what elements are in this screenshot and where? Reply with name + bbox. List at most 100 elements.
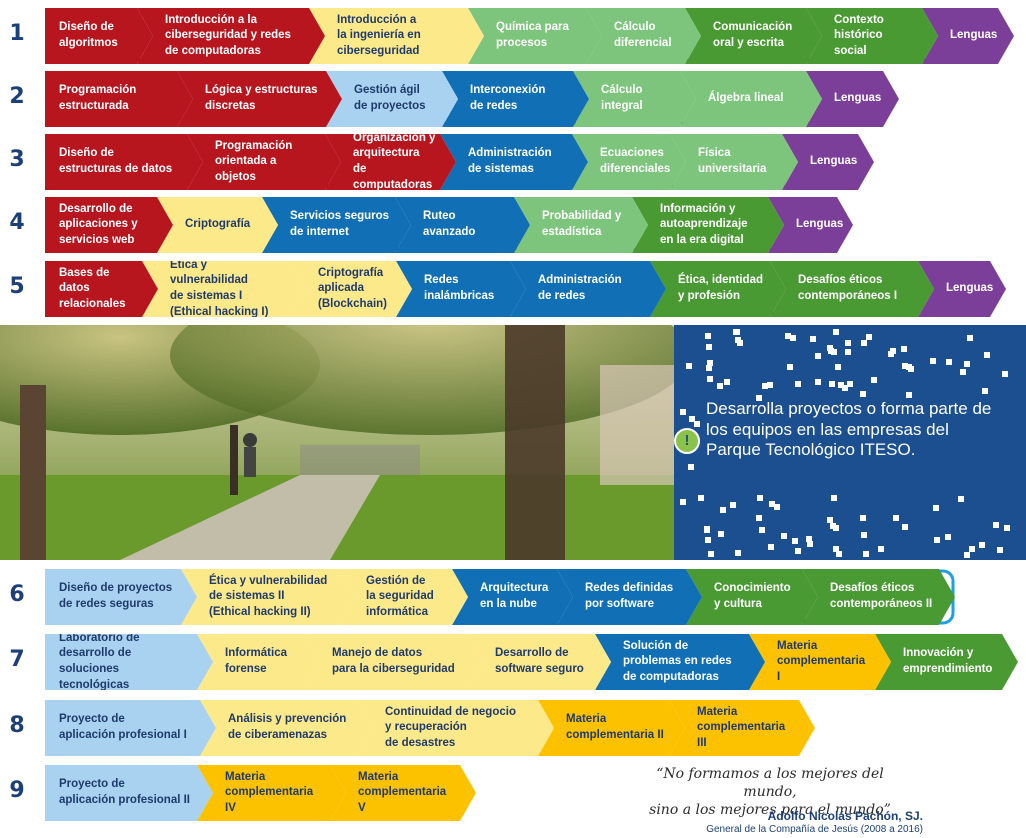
- course-chevron: Desafíos éticos contemporáneos I: [770, 261, 934, 317]
- pattern-dot: [863, 551, 869, 557]
- course-label: Materia complementaria IV: [225, 770, 314, 814]
- pattern-dot: [774, 504, 780, 510]
- pattern-dot: [698, 495, 704, 501]
- course-label: Programación orientada a objetos: [215, 139, 293, 183]
- pattern-dot: [835, 364, 841, 370]
- pattern-dot: [810, 336, 816, 342]
- pattern-dot: [762, 383, 768, 389]
- course-label: Ruteo avanzado: [423, 210, 476, 238]
- course-label: Desafíos éticos contemporáneos I: [798, 274, 898, 302]
- course-chevron: Materia complementaria III: [669, 700, 815, 756]
- semester-number: 6: [9, 582, 25, 607]
- course-label: Lógica y estructuras discretas: [205, 84, 318, 112]
- pattern-dot: [878, 546, 884, 552]
- course-chevron: Administración de redes: [510, 261, 666, 317]
- course-label: Materia complementaria II: [566, 713, 664, 741]
- pattern-dot: [807, 541, 813, 547]
- pattern-dot: [724, 379, 730, 385]
- promo-panel: ! Desarrolla proyectos o forma parte de …: [674, 325, 1026, 560]
- course-label: Gestión ágil de proyectos: [354, 84, 426, 112]
- course-chevron: Materia complementaria IV: [197, 765, 346, 821]
- quote-author-role: General de la Compañía de Jesús (2008 a …: [706, 824, 923, 835]
- course-label: Servicios seguros de internet: [290, 210, 390, 238]
- pattern-dot: [934, 537, 940, 543]
- pattern-dot: [833, 546, 839, 552]
- pattern-dot: [831, 495, 837, 501]
- pattern-dot: [768, 544, 774, 550]
- pattern-dot: [706, 365, 712, 371]
- pattern-dot: [688, 464, 694, 470]
- pattern-dot: [866, 334, 872, 340]
- course-label: Contexto histórico social: [834, 13, 884, 57]
- semester-number: 2: [9, 84, 25, 109]
- course-label: Comunicación oral y escrita: [713, 21, 793, 49]
- pattern-dot: [795, 548, 801, 554]
- course-chevron: Cálculo integral: [573, 71, 696, 127]
- course-chevron: Innovación y emprendimiento: [875, 634, 1018, 690]
- course-chevron: Gestión de la seguridad informática: [338, 569, 468, 625]
- course-chevron: Ética y vulnerabilidad de sistemas I (Et…: [142, 261, 306, 317]
- pattern-dot: [902, 363, 908, 369]
- pattern-dot: [906, 392, 912, 398]
- course-chevron: Laboratorio de desarrollo de soluciones …: [45, 634, 213, 690]
- course-chevron: Continuidad de negocio y recuperación de…: [357, 700, 554, 756]
- pattern-dot: [979, 542, 985, 548]
- course-label: Informática forense: [225, 647, 287, 675]
- course-label: Organización y arquitectura de computado…: [353, 131, 436, 191]
- pattern-dot: [930, 358, 936, 364]
- pattern-dot: [902, 524, 908, 530]
- course-chevron: Bases de datos relacionales: [45, 261, 158, 317]
- course-chevron: Gestión ágil de proyectos: [326, 71, 458, 127]
- course-label: Ética y vulnerabilidad de sistemas I (Et…: [170, 258, 269, 318]
- course-label: Arquitectura en la nube: [480, 582, 549, 610]
- pattern-dot: [960, 369, 966, 375]
- course-chevron: Diseño de estructuras de datos: [45, 134, 203, 190]
- course-chevron: Arquitectura en la nube: [452, 569, 573, 625]
- pattern-dot: [845, 340, 851, 346]
- pattern-dot: [790, 335, 796, 341]
- course-label: Información y autoaprendizaje en la era …: [660, 202, 748, 246]
- pattern-dot: [815, 379, 821, 385]
- course-label: Lenguas: [834, 92, 882, 105]
- course-chevron: Álgebra lineal: [680, 71, 822, 127]
- pattern-dot: [993, 522, 999, 528]
- course-chevron: Manejo de datos para la ciberseguridad: [304, 634, 483, 690]
- pattern-dot: [785, 333, 791, 339]
- pattern-dot: [720, 507, 726, 513]
- pattern-dot: [838, 382, 844, 388]
- course-label: Innovación y emprendimiento: [903, 647, 993, 675]
- pattern-dot: [705, 537, 711, 543]
- course-chevron: Solución de problemas en redes de comput…: [595, 634, 765, 690]
- course-label: Ecuaciones diferenciales: [600, 147, 671, 175]
- pattern-dot: [860, 515, 866, 521]
- course-chevron: Ética, identidad y profesión: [650, 261, 786, 317]
- course-label: Desarrollo de software seguro: [495, 647, 584, 675]
- pattern-dot: [861, 340, 867, 346]
- course-label: Lenguas: [796, 218, 844, 231]
- pattern-dot: [901, 346, 907, 352]
- pattern-dot: [836, 551, 842, 557]
- pattern-dot: [735, 337, 741, 343]
- course-chevron: Información y autoaprendizaje en la era …: [632, 197, 784, 253]
- course-label: Gestión de la seguridad informática: [366, 574, 434, 618]
- course-label: Introducción a la ingeniería en ciberseg…: [337, 13, 421, 57]
- course-chevron: Lógica y estructuras discretas: [177, 71, 342, 127]
- course-chevron: Proyecto de aplicación profesional I: [45, 700, 216, 756]
- pattern-dot: [984, 352, 990, 358]
- pattern-dot: [847, 381, 853, 387]
- pattern-dot: [756, 395, 762, 401]
- pattern-dot: [680, 499, 686, 505]
- course-label: Álgebra lineal: [708, 92, 784, 105]
- pattern-dot: [756, 515, 762, 521]
- semester-number: 1: [9, 21, 25, 46]
- course-label: Manejo de datos para la ciberseguridad: [332, 647, 455, 675]
- pattern-dot: [767, 382, 773, 388]
- course-label: Desarrollo de aplicaciones y servicios w…: [59, 202, 138, 246]
- pattern-dot: [1004, 525, 1010, 531]
- course-chevron: Redes inalámbricas: [396, 261, 526, 317]
- pattern-dot: [845, 349, 851, 355]
- pattern-dot: [759, 527, 765, 533]
- course-chevron: Redes definidas por software: [557, 569, 702, 625]
- pattern-dot: [871, 377, 877, 383]
- pattern-dot: [734, 329, 740, 335]
